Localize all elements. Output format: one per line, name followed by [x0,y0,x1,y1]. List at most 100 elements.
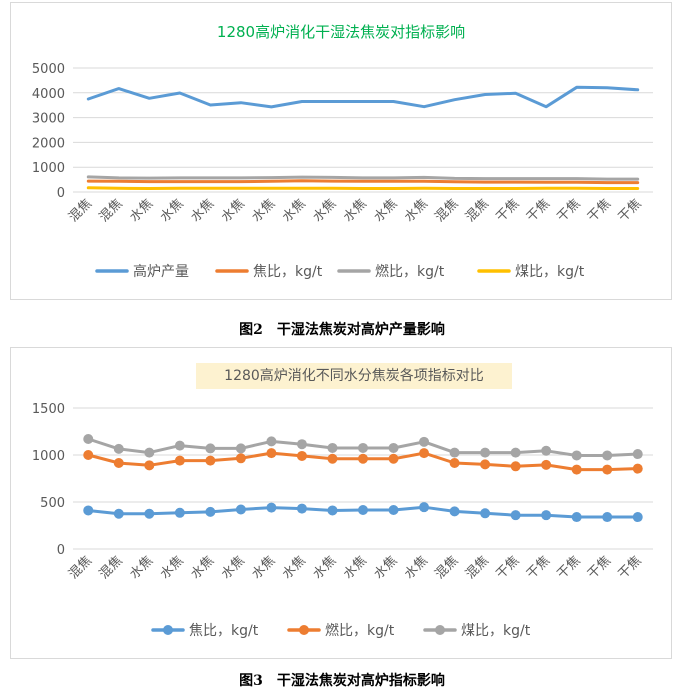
x-tick-label: 干焦 [493,196,522,225]
data-point [266,448,277,459]
x-tick-label: 水焦 [219,196,248,225]
data-point [144,460,155,471]
data-point [510,510,521,521]
data-point [174,507,185,518]
data-point [632,463,643,474]
legend-entry-3: 煤比，kg/t [423,623,531,639]
data-point [174,440,185,451]
legend-entry-1: 高炉产量 [95,263,189,280]
data-point [541,459,552,470]
legend-entry-2: 焦比，kg/t [215,264,323,280]
data-point [113,508,124,519]
data-point [113,443,124,454]
data-point [83,505,94,516]
data-point [571,450,582,461]
y-tick-label: 0 [57,543,65,558]
data-point [480,508,491,519]
data-point [296,450,307,461]
x-tick-label: 水焦 [188,553,217,582]
legend-label: 焦比，kg/t [189,623,259,639]
y-tick-label: 5000 [32,62,65,77]
data-point [388,442,399,453]
x-tick-label: 混焦 [66,196,95,225]
y-tick-label: 1500 [32,402,65,417]
legend-label: 煤比，kg/t [461,623,531,639]
x-tick-label: 混焦 [432,196,461,225]
data-point [296,439,307,450]
x-tick-label: 水焦 [158,196,187,225]
y-tick-label: 0 [57,186,65,201]
data-point [327,453,338,464]
y-tick-label: 1000 [32,449,65,464]
chart-1-title: 1280高炉消化干湿法焦炭对指标影响 [216,23,466,41]
y-tick-label: 4000 [32,87,65,102]
chart-2-title: 1280高炉消化不同水分焦炭各项指标对比 [196,363,512,389]
x-tick-label: 混焦 [463,196,492,225]
data-point [419,436,430,447]
data-point [632,449,643,460]
data-point [83,434,94,445]
legend-label: 焦比，kg/t [253,264,323,280]
x-tick-label: 水焦 [371,196,400,225]
legend-entry-2: 燃比，kg/t [287,622,395,639]
data-point [235,453,246,464]
data-point [571,464,582,475]
data-point [541,445,552,456]
x-tick-label: 水焦 [402,553,431,582]
data-point [541,510,552,521]
x-tick-label: 水焦 [188,196,217,225]
legend-label: 煤比，kg/t [515,264,585,280]
x-tick-label: 混焦 [432,553,461,582]
x-tick-label: 混焦 [97,196,126,225]
data-point [235,504,246,515]
x-tick-label: 水焦 [280,196,309,225]
data-point [602,464,613,475]
x-tick-label: 水焦 [310,196,339,225]
data-point [296,503,307,514]
x-tick-label: 混焦 [463,553,492,582]
data-point [449,457,460,468]
y-tick-label: 2000 [32,136,65,151]
x-tick-label: 干焦 [616,196,645,225]
data-point [235,443,246,454]
series-line-4 [86,186,640,190]
x-tick-label: 水焦 [402,196,431,225]
x-tick-label: 混焦 [66,553,95,582]
x-tick-label: 混焦 [97,553,126,582]
data-point [205,506,216,517]
data-point [602,512,613,523]
legend-entry-1: 焦比，kg/t [151,623,259,639]
x-tick-label: 水焦 [219,553,248,582]
data-point [113,457,124,468]
y-tick-label: 500 [40,496,65,511]
x-tick-label: 干焦 [524,553,553,582]
x-tick-label: 干焦 [616,553,645,582]
x-tick-label: 水焦 [249,196,278,225]
x-tick-label: 干焦 [585,196,614,225]
data-point [388,504,399,515]
series-line-1 [86,85,640,109]
x-tick-label: 干焦 [493,553,522,582]
data-point [510,461,521,472]
x-tick-label: 水焦 [127,553,156,582]
x-tick-label: 水焦 [280,553,309,582]
data-point [449,506,460,517]
series-line-3 [86,175,640,181]
legend-label: 燃比，kg/t [325,622,395,639]
x-tick-label: 干焦 [555,196,584,225]
x-tick-label: 干焦 [524,196,553,225]
series-line-2 [86,179,640,185]
y-tick-label: 1000 [32,161,65,176]
x-tick-label: 干焦 [585,553,614,582]
y-tick-label: 3000 [32,112,65,127]
legend-label: 燃比，kg/t [375,263,445,280]
x-tick-label: 水焦 [341,196,370,225]
figure-2-caption: 图2 干湿法焦炭对高炉产量影响 [239,322,445,338]
data-point [266,502,277,513]
data-point [327,505,338,516]
data-point [602,450,613,461]
data-point [388,453,399,464]
data-point [480,459,491,470]
x-tick-label: 水焦 [158,553,187,582]
